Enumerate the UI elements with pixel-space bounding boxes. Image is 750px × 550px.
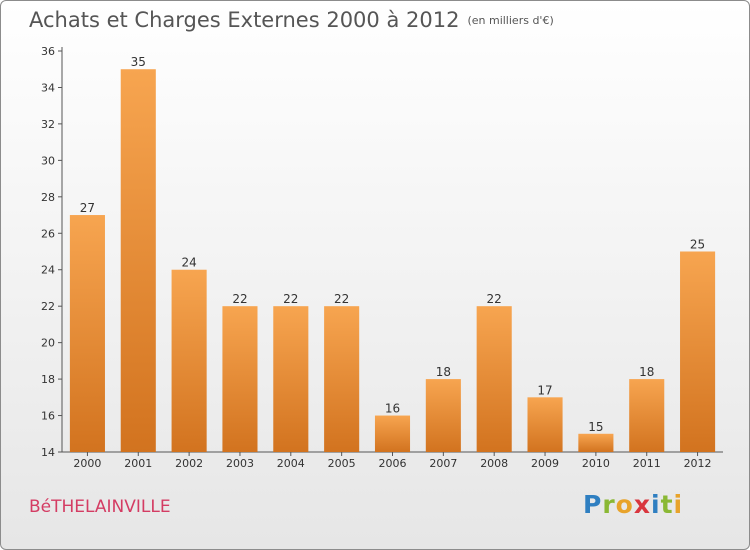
logo-letter: t [660,490,674,519]
y-tick-label: 36 [41,45,55,58]
y-tick-label: 14 [41,446,55,459]
x-tick-label: 2006 [379,457,407,470]
data-label: 22 [334,292,349,306]
bar [374,415,411,452]
y-tick-label: 20 [41,337,55,350]
data-label: 16 [385,402,400,416]
y-tick-label: 28 [41,191,55,204]
x-tick-label: 2003 [226,457,254,470]
proxiti-logo: Proxiti [583,490,683,519]
chart-unit: (en milliers d'€) [467,14,554,27]
bar [527,397,563,452]
logo-letter: o [615,490,634,519]
y-tick-label: 22 [41,300,55,313]
x-tick-label: 2000 [73,457,101,470]
bar [680,251,716,452]
logo-letter: P [583,490,603,519]
logo-letter: x [633,490,651,519]
x-tick-label: 2005 [328,457,356,470]
bar [273,306,309,452]
data-label: 22 [283,292,298,306]
logo-letter: i [651,490,661,519]
bar [425,379,461,452]
bar [120,69,156,453]
data-label: 18 [639,365,654,379]
bar [324,306,360,452]
bar [69,215,105,452]
x-tick-label: 2001 [124,457,152,470]
data-label: 22 [232,292,247,306]
logo-letter: r [602,490,616,519]
y-tick-label: 24 [41,264,55,277]
y-tick-label: 34 [41,81,55,94]
y-tick-label: 30 [41,154,55,167]
data-label: 35 [131,55,146,69]
data-label: 25 [690,238,705,252]
bar [476,306,512,452]
x-tick-label: 2011 [633,457,661,470]
data-label: 24 [181,256,196,270]
data-label: 27 [80,201,95,215]
data-label: 17 [537,383,552,397]
y-tick-label: 16 [41,410,55,423]
x-tick-label: 2007 [429,457,457,470]
logo-letter: i [673,490,684,519]
bar [578,433,614,452]
data-label: 22 [487,292,502,306]
x-tick-label: 2009 [531,457,559,470]
bar [171,269,207,452]
x-tick-label: 2012 [684,457,712,470]
x-tick-label: 2010 [582,457,610,470]
bar [629,379,665,452]
x-tick-label: 2004 [277,457,305,470]
y-tick-label: 18 [41,373,55,386]
commune-name: BéTHELAINVILLE [29,497,171,517]
x-tick-label: 2008 [480,457,508,470]
x-tick-label: 2002 [175,457,203,470]
chart-title-text: Achats et Charges Externes 2000 à 2012 [29,8,460,32]
y-tick-label: 32 [41,118,55,131]
data-label: 15 [588,420,603,434]
data-label: 18 [436,365,451,379]
bar [222,306,258,452]
chart-title: Achats et Charges Externes 2000 à 2012 (e… [29,8,554,32]
y-tick-label: 26 [41,227,55,240]
